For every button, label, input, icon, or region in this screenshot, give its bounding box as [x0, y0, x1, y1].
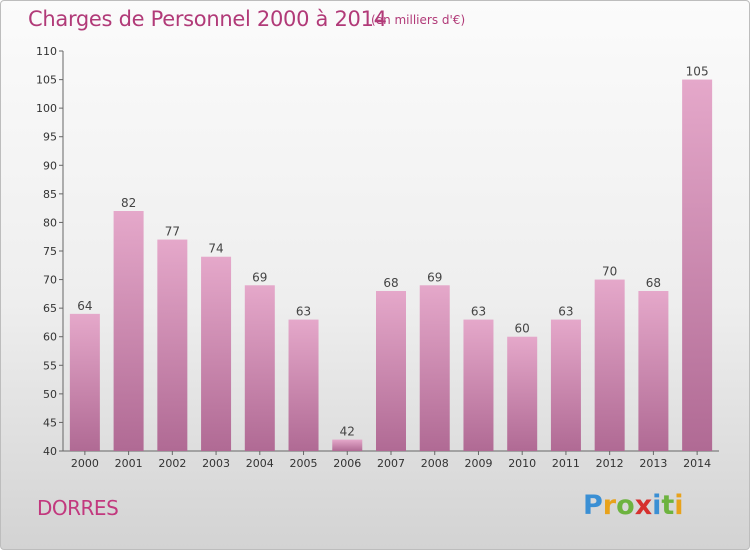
y-tick-label: 85 — [43, 188, 57, 201]
data-label: 60 — [515, 322, 530, 336]
bar — [550, 319, 581, 451]
x-tick-label: 2012 — [596, 457, 624, 470]
x-tick-label: 2004 — [246, 457, 274, 470]
x-tick-label: 2009 — [464, 457, 492, 470]
bar — [419, 285, 450, 451]
data-label: 68 — [383, 276, 398, 290]
place-name: DORRES — [37, 496, 119, 520]
logo-letter: o — [616, 490, 635, 521]
y-tick-label: 75 — [43, 245, 57, 258]
x-tick-label: 2001 — [115, 457, 143, 470]
y-tick-label: 50 — [43, 388, 57, 401]
data-label: 77 — [165, 225, 180, 239]
data-label: 69 — [252, 270, 267, 284]
logo-letter: P — [583, 490, 603, 521]
bar — [113, 211, 144, 451]
data-label: 63 — [296, 305, 311, 319]
data-label: 105 — [686, 65, 709, 79]
x-tick-label: 2007 — [377, 457, 405, 470]
bar — [376, 291, 406, 451]
x-tick-label: 2011 — [552, 457, 580, 470]
bar — [638, 291, 669, 451]
bars — [69, 79, 713, 452]
x-axis: 2000 2001 2002 2003 2004 2005 2006 2007 2008 2009… — [63, 450, 719, 470]
x-tick-label: 2013 — [639, 457, 667, 470]
bar — [594, 279, 625, 451]
logo-letter: i — [674, 490, 684, 521]
x-tick-label: 2003 — [202, 457, 230, 470]
bar — [244, 285, 275, 451]
x-tick-label: 2010 — [508, 457, 536, 470]
y-tick-label: 70 — [43, 274, 57, 287]
logo-letter: x — [634, 490, 653, 521]
y-tick-label: 80 — [43, 216, 57, 229]
y-tick-label: 95 — [43, 131, 57, 144]
bar — [463, 319, 494, 451]
data-label: 42 — [340, 425, 355, 439]
data-label: 68 — [646, 276, 661, 290]
x-tick-label: 2005 — [290, 457, 318, 470]
y-tick-label: 40 — [43, 445, 57, 458]
y-tick-label: 105 — [36, 74, 57, 87]
logo-letter: i — [652, 490, 662, 521]
bar — [157, 239, 188, 451]
bar — [507, 336, 538, 451]
y-tick-label: 65 — [43, 302, 57, 315]
data-label: 64 — [77, 299, 92, 313]
y-tick-label: 60 — [43, 331, 57, 344]
chart-title: Charges de Personnel 2000 à 2014 — [28, 7, 387, 31]
data-label: 69 — [427, 270, 442, 284]
data-label: 63 — [471, 305, 486, 319]
bar — [332, 439, 363, 451]
value-labels: 64 82 77 74 69 63 42 68 69 63 60 63 70 68 105 — [77, 65, 708, 439]
chart-subtitle: (en milliers d'€) — [371, 13, 466, 27]
bar — [288, 319, 319, 451]
y-tick-label: 110 — [36, 45, 57, 58]
data-label: 63 — [558, 305, 573, 319]
data-label: 82 — [121, 196, 136, 210]
x-tick-label: 2002 — [158, 457, 186, 470]
y-tick-label: 100 — [36, 102, 57, 115]
x-tick-label: 2014 — [683, 457, 711, 470]
y-tick-label: 55 — [43, 359, 57, 372]
logo-letter: r — [602, 490, 617, 521]
bar — [682, 79, 713, 452]
x-tick-label: 2000 — [71, 457, 99, 470]
proxiti-logo: Proxiti — [583, 490, 684, 521]
y-tick-label: 45 — [43, 416, 57, 429]
y-tick-label: 90 — [43, 159, 57, 172]
x-tick-label: 2008 — [421, 457, 449, 470]
data-label: 74 — [208, 242, 223, 256]
x-tick-label: 2006 — [333, 457, 361, 470]
bar — [201, 256, 232, 451]
y-axis: 40 45 50 55 60 65 70 75 80 85 90 95 100 105 110 — [36, 45, 64, 458]
logo-letter: t — [661, 490, 675, 521]
bar — [69, 313, 100, 451]
data-label: 70 — [602, 265, 617, 279]
